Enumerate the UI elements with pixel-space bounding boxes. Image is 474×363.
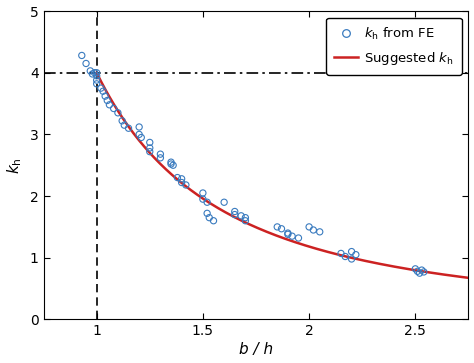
Point: [348, 249, 356, 254]
Point: [106, 102, 113, 108]
Point: [146, 149, 154, 155]
Point: [305, 224, 313, 230]
Point: [295, 235, 302, 241]
Point: [173, 175, 181, 180]
Point: [288, 233, 296, 239]
Point: [114, 110, 122, 116]
Point: [99, 88, 107, 94]
Point: [231, 212, 238, 217]
Point: [199, 190, 207, 196]
Point: [418, 267, 426, 273]
Point: [348, 256, 356, 262]
Point: [352, 252, 360, 258]
Point: [93, 73, 100, 79]
Point: [137, 135, 145, 140]
Point: [103, 98, 111, 103]
Point: [337, 250, 345, 256]
Point: [203, 211, 211, 216]
Point: [167, 161, 175, 167]
Point: [278, 226, 285, 232]
Point: [414, 268, 421, 274]
Legend: $k_{\mathrm{h}}$ from FE, Suggested $k_{\mathrm{h}}$: $k_{\mathrm{h}}$ from FE, Suggested $k_{…: [326, 18, 462, 74]
Point: [220, 199, 228, 205]
Point: [82, 61, 90, 66]
X-axis label: b / h: b / h: [239, 342, 273, 358]
Point: [118, 118, 126, 124]
Point: [420, 269, 428, 275]
Point: [273, 224, 281, 230]
Point: [86, 68, 94, 74]
Point: [203, 199, 211, 205]
Point: [101, 93, 109, 99]
Point: [284, 231, 292, 237]
Point: [97, 85, 105, 91]
Point: [411, 266, 419, 272]
Point: [120, 122, 128, 128]
Point: [310, 227, 317, 233]
Point: [316, 229, 324, 235]
Point: [242, 218, 249, 224]
Point: [78, 53, 86, 58]
Point: [284, 230, 292, 236]
Point: [231, 209, 238, 215]
Point: [169, 162, 177, 168]
Point: [178, 180, 185, 185]
Point: [110, 106, 118, 111]
Y-axis label: $k_{\mathrm{h}}$: $k_{\mathrm{h}}$: [6, 157, 24, 174]
Point: [167, 159, 175, 165]
Point: [136, 124, 143, 130]
Point: [125, 125, 132, 131]
Point: [91, 70, 98, 76]
Point: [146, 145, 154, 151]
Point: [341, 254, 349, 260]
Point: [210, 218, 217, 224]
Point: [146, 139, 154, 145]
Point: [242, 215, 249, 221]
Point: [182, 182, 190, 188]
Point: [93, 77, 100, 83]
Point: [199, 196, 207, 202]
Point: [237, 213, 245, 219]
Point: [93, 81, 100, 87]
Point: [93, 70, 100, 76]
Point: [156, 155, 164, 161]
Point: [156, 151, 164, 157]
Point: [136, 131, 143, 137]
Point: [205, 215, 213, 221]
Point: [89, 71, 96, 77]
Point: [416, 270, 423, 276]
Point: [178, 176, 185, 182]
